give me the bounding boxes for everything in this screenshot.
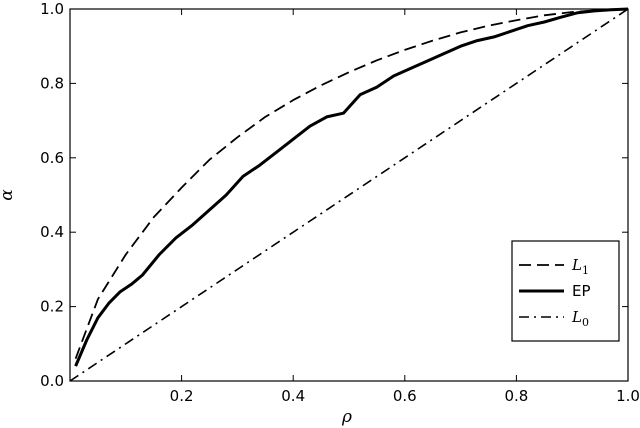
y-tick-label: 0.0 — [40, 372, 64, 390]
x-tick-label: 0.6 — [393, 387, 417, 405]
series-line-l0 — [69, 8, 629, 382]
x-tick-label: 0.2 — [170, 387, 194, 405]
x-tick-label: 0.4 — [281, 387, 305, 405]
legend-label: EP — [572, 282, 591, 300]
y-tick-label: 0.6 — [40, 149, 64, 167]
y-tick-label: 0.4 — [40, 223, 64, 241]
legend-label-subscript: 1 — [582, 264, 589, 277]
y-tick-label: 1.0 — [40, 0, 64, 18]
legend-label-subscript: 0 — [582, 316, 589, 329]
y-axis-label: α — [0, 189, 17, 201]
x-tick-label: 1.0 — [616, 387, 640, 405]
y-tick-label: 0.8 — [40, 74, 64, 92]
series-line-ep — [74, 7, 629, 367]
y-tick-label: 0.2 — [40, 298, 64, 316]
x-axis-label: ρ — [341, 407, 352, 427]
series-group — [69, 7, 629, 382]
series-line-l1 — [74, 8, 629, 360]
plot-frame — [69, 8, 629, 382]
x-tick-label: 0.8 — [504, 387, 528, 405]
axes: 0.2 0.4 0.6 0.8 1.0 0.0 0.2 0.4 0.6 0.8 1.0 — [40, 0, 640, 405]
